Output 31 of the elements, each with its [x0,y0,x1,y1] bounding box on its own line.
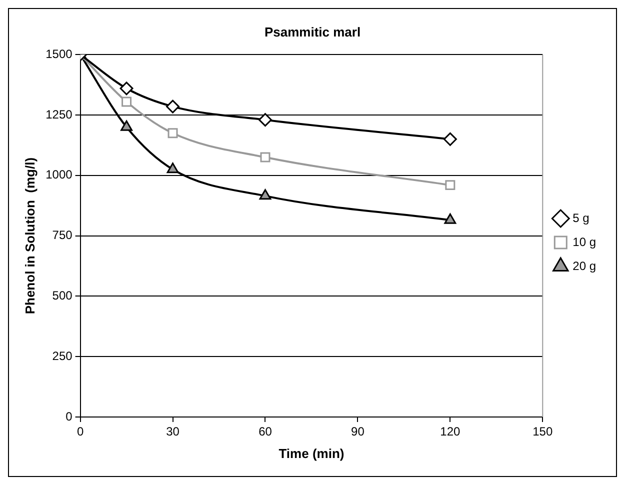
point [443,132,457,146]
x-tick-label: 0 [76,424,84,439]
x-axis-title: Time (min) [278,446,344,461]
y-tick-label: 1250 [46,107,73,122]
point [444,213,456,224]
x-tick-label: 120 [440,424,461,439]
y-tick-label: 500 [52,288,73,303]
point [122,96,132,107]
legend-label: 20 g [572,258,596,273]
x-tick-label: 90 [351,424,365,439]
x-tick-label: 30 [166,424,180,439]
point [168,128,178,138]
point [260,152,270,162]
legend-label: 5 g [572,210,590,225]
point [120,82,134,96]
point [120,120,132,131]
chart-title: Psammitic marl [264,24,361,40]
y-tick-label: 750 [52,228,73,242]
x-tick-label: 150 [532,424,553,439]
y-tick-label: 1500 [46,46,73,61]
point [166,100,180,114]
legend-label: 10 g [572,234,596,249]
y-tick-label: 250 [52,348,73,363]
y-tick-label: 1000 [46,168,73,182]
point [259,189,272,200]
point [445,180,456,190]
point [166,162,179,174]
y-axis-title: Phenol in Solution (mg/l) [22,157,38,314]
y-tick-label: 0 [66,409,73,424]
point [258,113,272,127]
x-tick-label: 60 [258,424,272,439]
